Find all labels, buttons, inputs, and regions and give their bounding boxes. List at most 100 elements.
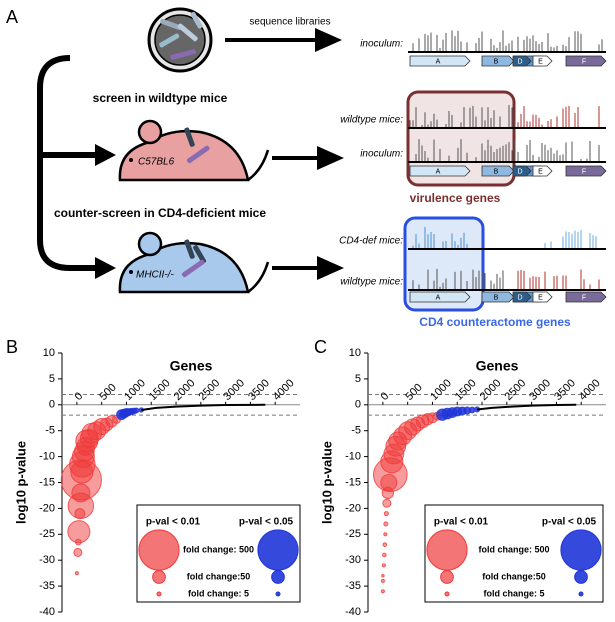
track-label: inoculum: [360,39,403,50]
x-tick-label: 0 [379,390,392,403]
gene-label: A [436,294,441,301]
x-tick-label: 3500 [552,377,578,403]
x-tick-label: 4000 [577,377,603,403]
gene-label: F [582,294,586,301]
x-tick-label: 500 [403,382,424,403]
bubble [74,571,79,576]
arrows [37,28,344,280]
gene-arrow [532,55,553,67]
panel-label: A [6,7,18,27]
gene-label: A [436,58,441,65]
gene-label: D [517,168,522,175]
legend-label: fold change: 5 [188,588,249,598]
gene-label: E [538,168,543,175]
track-label: wildtype mice: [340,277,403,288]
y-tick-label: 10 [349,347,361,359]
petri-dish [147,7,213,73]
y-tick-label: -15 [345,476,361,488]
y-axis-label: log10 p-value [319,441,334,524]
legend-bubble [138,529,180,571]
legend-bubble [440,570,454,584]
mouse-label: C57BL6 [138,157,175,168]
y-tick-label: -25 [345,528,361,540]
step-label: screen in wildtype mice [93,91,228,105]
y-tick-label: -40 [345,606,361,618]
y-axis-label: log10 p-value [13,441,28,524]
bubble [383,511,389,517]
y-tick-label: -20 [345,502,361,514]
step-label: counter-screen in CD4-deficient mice [54,206,266,220]
legend-bubble [275,591,281,597]
x-tick-label: 1500 [453,377,479,403]
y-tick-label: 10 [43,347,55,359]
bubble [381,563,386,568]
x-tick-label: 0 [73,390,86,403]
legend-label: fold change: 5 [483,588,544,598]
x-tick-label: 1000 [428,377,454,403]
mouse [118,231,270,294]
gene-arrow [481,55,515,67]
bubble [382,552,387,558]
arrow-label: sequence libraries [249,17,330,28]
track-label: wildtype mice: [340,115,403,126]
y-tick-label: 0 [355,399,361,411]
bubble [382,542,388,547]
legend-header: p-val < 0.05 [542,517,597,528]
gene-label: B [494,168,499,175]
y-tick-label: 0 [49,399,55,411]
y-tick-label: -35 [39,580,55,592]
x-tick-label: 2000 [172,377,198,403]
gene-arrow [532,291,553,303]
x-tick-label: 1000 [122,377,148,403]
legend-bubble [578,591,584,597]
x-tick-label: 3000 [221,377,247,403]
x-tick-label: 3000 [527,377,553,403]
x-tick-label: 2500 [197,377,223,403]
gene-arrow [565,55,607,67]
legend-bubble [560,529,602,571]
gene-arrow [532,165,553,177]
gene-label: A [436,168,441,175]
legend-bubble [156,591,162,597]
gene-arrow [409,165,471,177]
legend-bubble [152,570,166,584]
x-tick-label: 2000 [478,377,504,403]
gene-arrow [565,291,607,303]
x-tick-label: 500 [97,382,118,403]
mouse-label: MHCII-/- [136,270,174,281]
box-label: CD4 counteractome genes [419,315,571,329]
gene-label: B [494,58,499,65]
x-tick-label: 1500 [147,377,173,403]
y-tick-label: -40 [39,606,55,618]
legend-bubble [426,529,468,571]
legend-bubble [271,570,285,584]
legend-label: fold change: 500 [183,544,254,554]
gene-label: E [538,58,543,65]
gene-arrow [481,165,515,177]
y-tick-label: -35 [345,580,361,592]
x-tick-label: 4000 [271,377,297,403]
bubble [73,547,83,557]
y-tick-label: 5 [49,373,55,385]
legend-header: p-val < 0.05 [239,517,294,528]
x-tick-label: 3500 [246,377,272,403]
ranked-line [141,403,266,411]
bubble [133,407,140,414]
legend-label: fold change:50 [187,571,251,581]
gene-label: D [517,294,522,301]
panel-label: B [6,337,18,357]
track-label: CD4-def mice: [339,236,403,247]
y-tick-label: -5 [351,425,361,437]
gene-arrow [481,291,515,303]
gene-arrow [409,291,471,303]
y-tick-label: -30 [345,554,361,566]
y-tick-label: -25 [39,528,55,540]
bubble [383,532,388,537]
panel-label: C [314,337,327,357]
mouse [118,119,270,182]
bubble [382,498,392,508]
x-tick-label: 2500 [503,377,529,403]
y-tick-label: 5 [355,373,361,385]
gene-arrow [512,55,532,67]
